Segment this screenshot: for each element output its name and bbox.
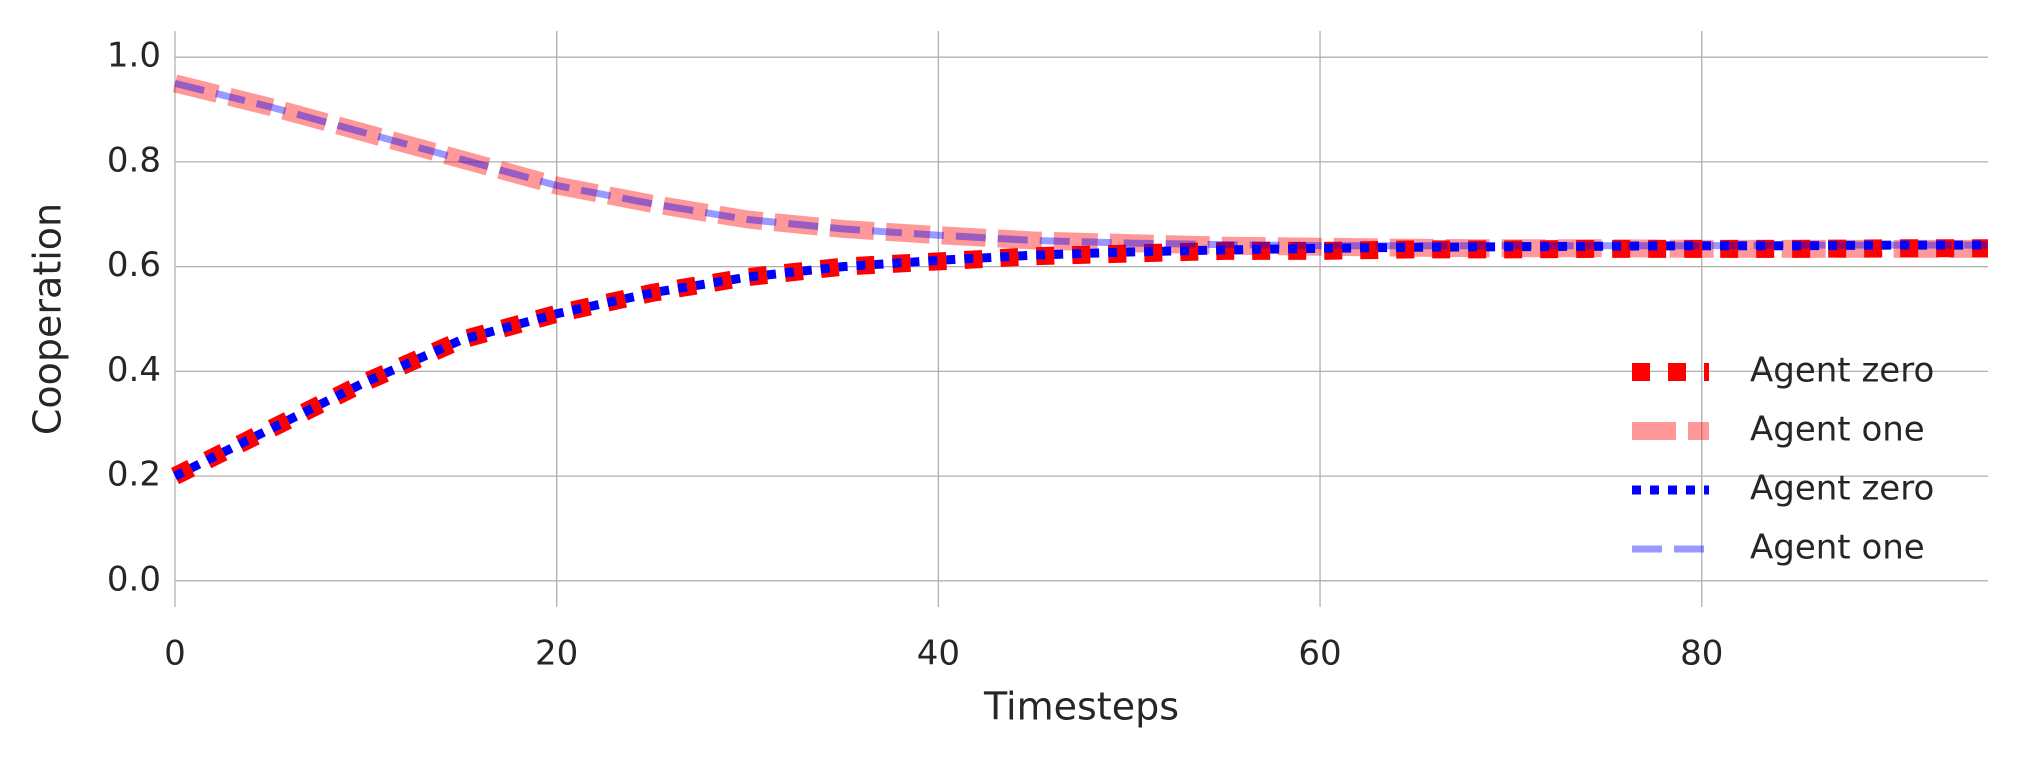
legend-label: Agent zero	[1750, 469, 1934, 509]
y-tick-label: 0.4	[107, 350, 161, 390]
legend-label: Agent zero	[1750, 351, 1934, 391]
legend-label: Agent one	[1750, 410, 1925, 450]
series-line	[174, 79, 1988, 250]
y-tick-label: 0.0	[107, 559, 161, 599]
x-tick-label: 40	[917, 634, 960, 674]
legend-label: Agent one	[1750, 528, 1925, 568]
y-tick-label: 0.8	[107, 140, 161, 180]
x-tick-label: 60	[1298, 634, 1341, 674]
series-line	[171, 239, 1988, 485]
series-line	[173, 240, 1988, 481]
x-tick-label: 0	[164, 634, 186, 674]
x-axis-label: Timesteps	[983, 685, 1179, 729]
y-tick-label: 0.6	[107, 245, 161, 285]
y-axis-label: Cooperation	[26, 203, 70, 435]
series-line	[172, 74, 1988, 258]
y-tick-label: 1.0	[107, 36, 161, 76]
x-tick-label: 20	[535, 634, 578, 674]
x-tick-label: 80	[1680, 634, 1723, 674]
y-tick-label: 0.2	[107, 455, 161, 495]
